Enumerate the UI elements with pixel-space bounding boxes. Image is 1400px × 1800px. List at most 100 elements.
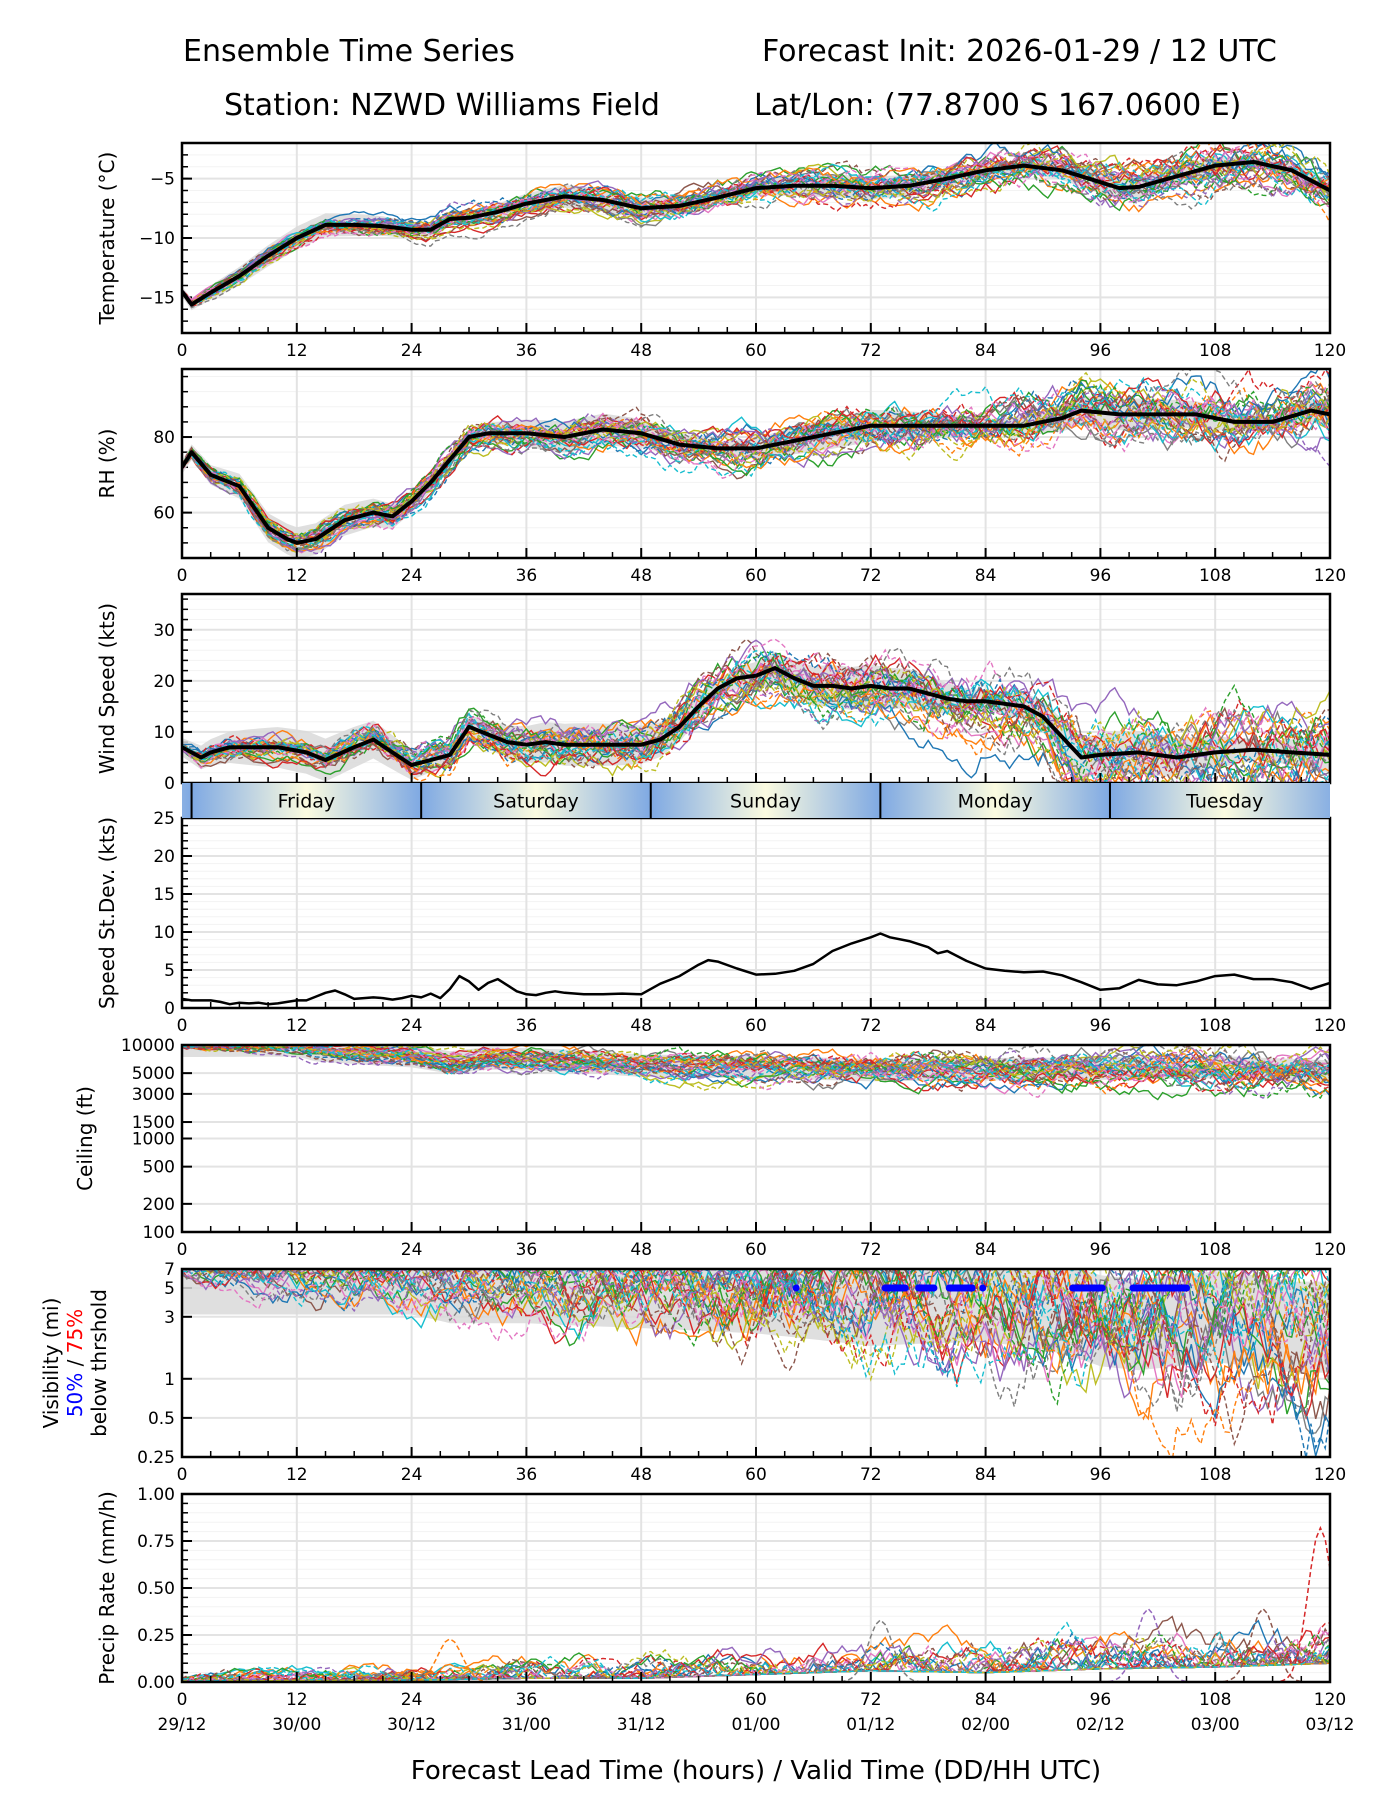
- x-tick-label: 48: [630, 566, 652, 586]
- x-tick-label: 72: [860, 1690, 882, 1710]
- valid-time-label: 31/12: [617, 1715, 666, 1735]
- x-tick-label: 36: [516, 1465, 538, 1485]
- ensemble-member-line: [182, 1269, 1330, 1406]
- ensemble-member-line: [182, 382, 1330, 538]
- panel-visibility: 0.25 0.5 1 3 57 0 12 24 36 48 60 72 84 96 108 120 Visibi…: [39, 1260, 1346, 1485]
- ensemble-member-line: [182, 1269, 1330, 1382]
- threshold-separator: /: [63, 1353, 87, 1372]
- x-tick-label: 84: [975, 341, 997, 361]
- x-tick-label: 60: [745, 341, 767, 361]
- x-tick-label: 72: [860, 341, 882, 361]
- valid-time-label: 01/12: [846, 1715, 895, 1735]
- ensemble-member-line: [182, 662, 1330, 783]
- x-tick-label: 12: [286, 1690, 308, 1710]
- ensemble-member-line: [182, 1045, 1330, 1090]
- valid-time-label: 31/00: [502, 1715, 551, 1735]
- y-axis-label: Ceiling (ft): [73, 1086, 97, 1191]
- y-axis-label: Visibility (mi): [39, 1298, 63, 1429]
- ensemble-member-line: [182, 147, 1330, 309]
- ensemble-member-line: [182, 143, 1330, 306]
- x-tick-label: 108: [1199, 341, 1231, 361]
- chart-title-left: Ensemble Time Series: [183, 34, 515, 69]
- y-tick-label: 0: [164, 774, 175, 794]
- day-label: Tuesday: [1185, 791, 1263, 813]
- threshold-50pct-marker: [979, 1284, 987, 1292]
- ensemble-member-line: [182, 380, 1330, 550]
- y-axis-label: Temperature (°C): [95, 152, 119, 326]
- x-tick-label: 36: [516, 341, 538, 361]
- x-tick-label: 12: [286, 1240, 308, 1260]
- x-tick-label: 12: [286, 566, 308, 586]
- x-tick-label: 24: [401, 1240, 423, 1260]
- valid-time-label: 03/12: [1306, 1715, 1355, 1735]
- ensemble-member-line: [182, 1269, 1330, 1398]
- x-tick-label: 120: [1314, 1016, 1346, 1036]
- x-tick-label: 48: [630, 1465, 652, 1485]
- day-of-week-bar: Friday Saturday Sunday Monday Tuesday: [182, 783, 1330, 818]
- y-axis-label: Precip Rate (mm/h): [95, 1491, 119, 1685]
- day-segment: [421, 783, 651, 818]
- valid-time-label: 01/00: [732, 1715, 781, 1735]
- valid-time-label: 30/00: [272, 1715, 321, 1735]
- x-axis-label: Forecast Lead Time (hours) / Valid Time …: [411, 1756, 1101, 1786]
- day-label: Saturday: [493, 791, 579, 813]
- ensemble-member-line: [182, 650, 1330, 783]
- y-tick-label: 0.25: [137, 1448, 175, 1468]
- y-tick-label: 1500: [132, 1113, 175, 1133]
- y-tick-label: 5: [164, 961, 175, 981]
- y-axis-label: RH (%): [95, 429, 119, 499]
- valid-time-label: 30/12: [387, 1715, 436, 1735]
- y-tick-label: −15: [139, 288, 175, 308]
- x-tick-label: 72: [860, 1016, 882, 1036]
- x-tick-label: 108: [1199, 1240, 1231, 1260]
- x-tick-label: 0: [177, 566, 188, 586]
- y-axis-label: Wind Speed (kts): [95, 603, 119, 774]
- y-tick-label: 0.5: [148, 1409, 175, 1429]
- stddev-line: [182, 932, 1330, 1006]
- x-tick-label: 12: [286, 1465, 308, 1485]
- y-axis-label-threshold-note: below thrshold: [87, 1289, 111, 1437]
- y-tick-label: 0.00: [137, 1673, 175, 1693]
- x-tick-label: 120: [1314, 341, 1346, 361]
- y-tick-label: 0: [164, 999, 175, 1019]
- y-tick-label: 1.00: [137, 1485, 175, 1505]
- x-tick-label: 96: [1090, 1016, 1112, 1036]
- y-tick-label: 5000: [132, 1064, 175, 1084]
- y-tick-label: 100: [143, 1223, 175, 1243]
- panel-precip_rate: 0.00 0.25 0.50 0.75 1.00 0 12 24 36 48 60 72 84 96 108…: [95, 1485, 1355, 1735]
- ensemble-mean-line: [182, 666, 1330, 768]
- y-tick-label: 60: [153, 504, 175, 524]
- y-tick-label: 0.25: [137, 1626, 175, 1646]
- ensemble-member-line: [182, 1269, 1330, 1388]
- x-tick-label: 108: [1199, 1016, 1231, 1036]
- y-tick-label: −5: [150, 170, 175, 190]
- x-tick-label: 0: [177, 1240, 188, 1260]
- x-tick-label: 0: [177, 1016, 188, 1036]
- y-tick-label: 20: [153, 672, 175, 692]
- ensemble-member-line: [182, 648, 1330, 767]
- ensemble-member-line: [182, 1045, 1330, 1094]
- ensemble-member-line: [182, 1269, 1330, 1384]
- x-tick-label: 120: [1314, 1465, 1346, 1485]
- threshold-50pct-label: 50%: [63, 1373, 87, 1417]
- ensemble-member-line: [182, 1045, 1330, 1082]
- x-tick-label: 36: [516, 566, 538, 586]
- day-segment: [182, 783, 192, 818]
- x-tick-label: 60: [745, 1016, 767, 1036]
- day-segment: [1109, 783, 1330, 818]
- day-label: Friday: [278, 791, 336, 813]
- y-tick-label: 20: [153, 847, 175, 867]
- x-tick-label: 60: [745, 1465, 767, 1485]
- ensemble-member-line: [182, 1269, 1330, 1447]
- y-tick-label: −10: [139, 229, 175, 249]
- ensemble-member-line: [182, 1045, 1330, 1093]
- precip-peak-line: [1100, 1607, 1187, 1682]
- y-tick-label: 10: [153, 723, 175, 743]
- ensemble-member-line: [182, 1269, 1330, 1457]
- x-tick-label: 36: [516, 1240, 538, 1260]
- ensemble-member-line: [182, 388, 1330, 545]
- x-tick-label: 36: [516, 1690, 538, 1710]
- x-tick-label: 84: [975, 1240, 997, 1260]
- y-tick-label: 10: [153, 923, 175, 943]
- ensemble-member-line: [182, 1045, 1330, 1099]
